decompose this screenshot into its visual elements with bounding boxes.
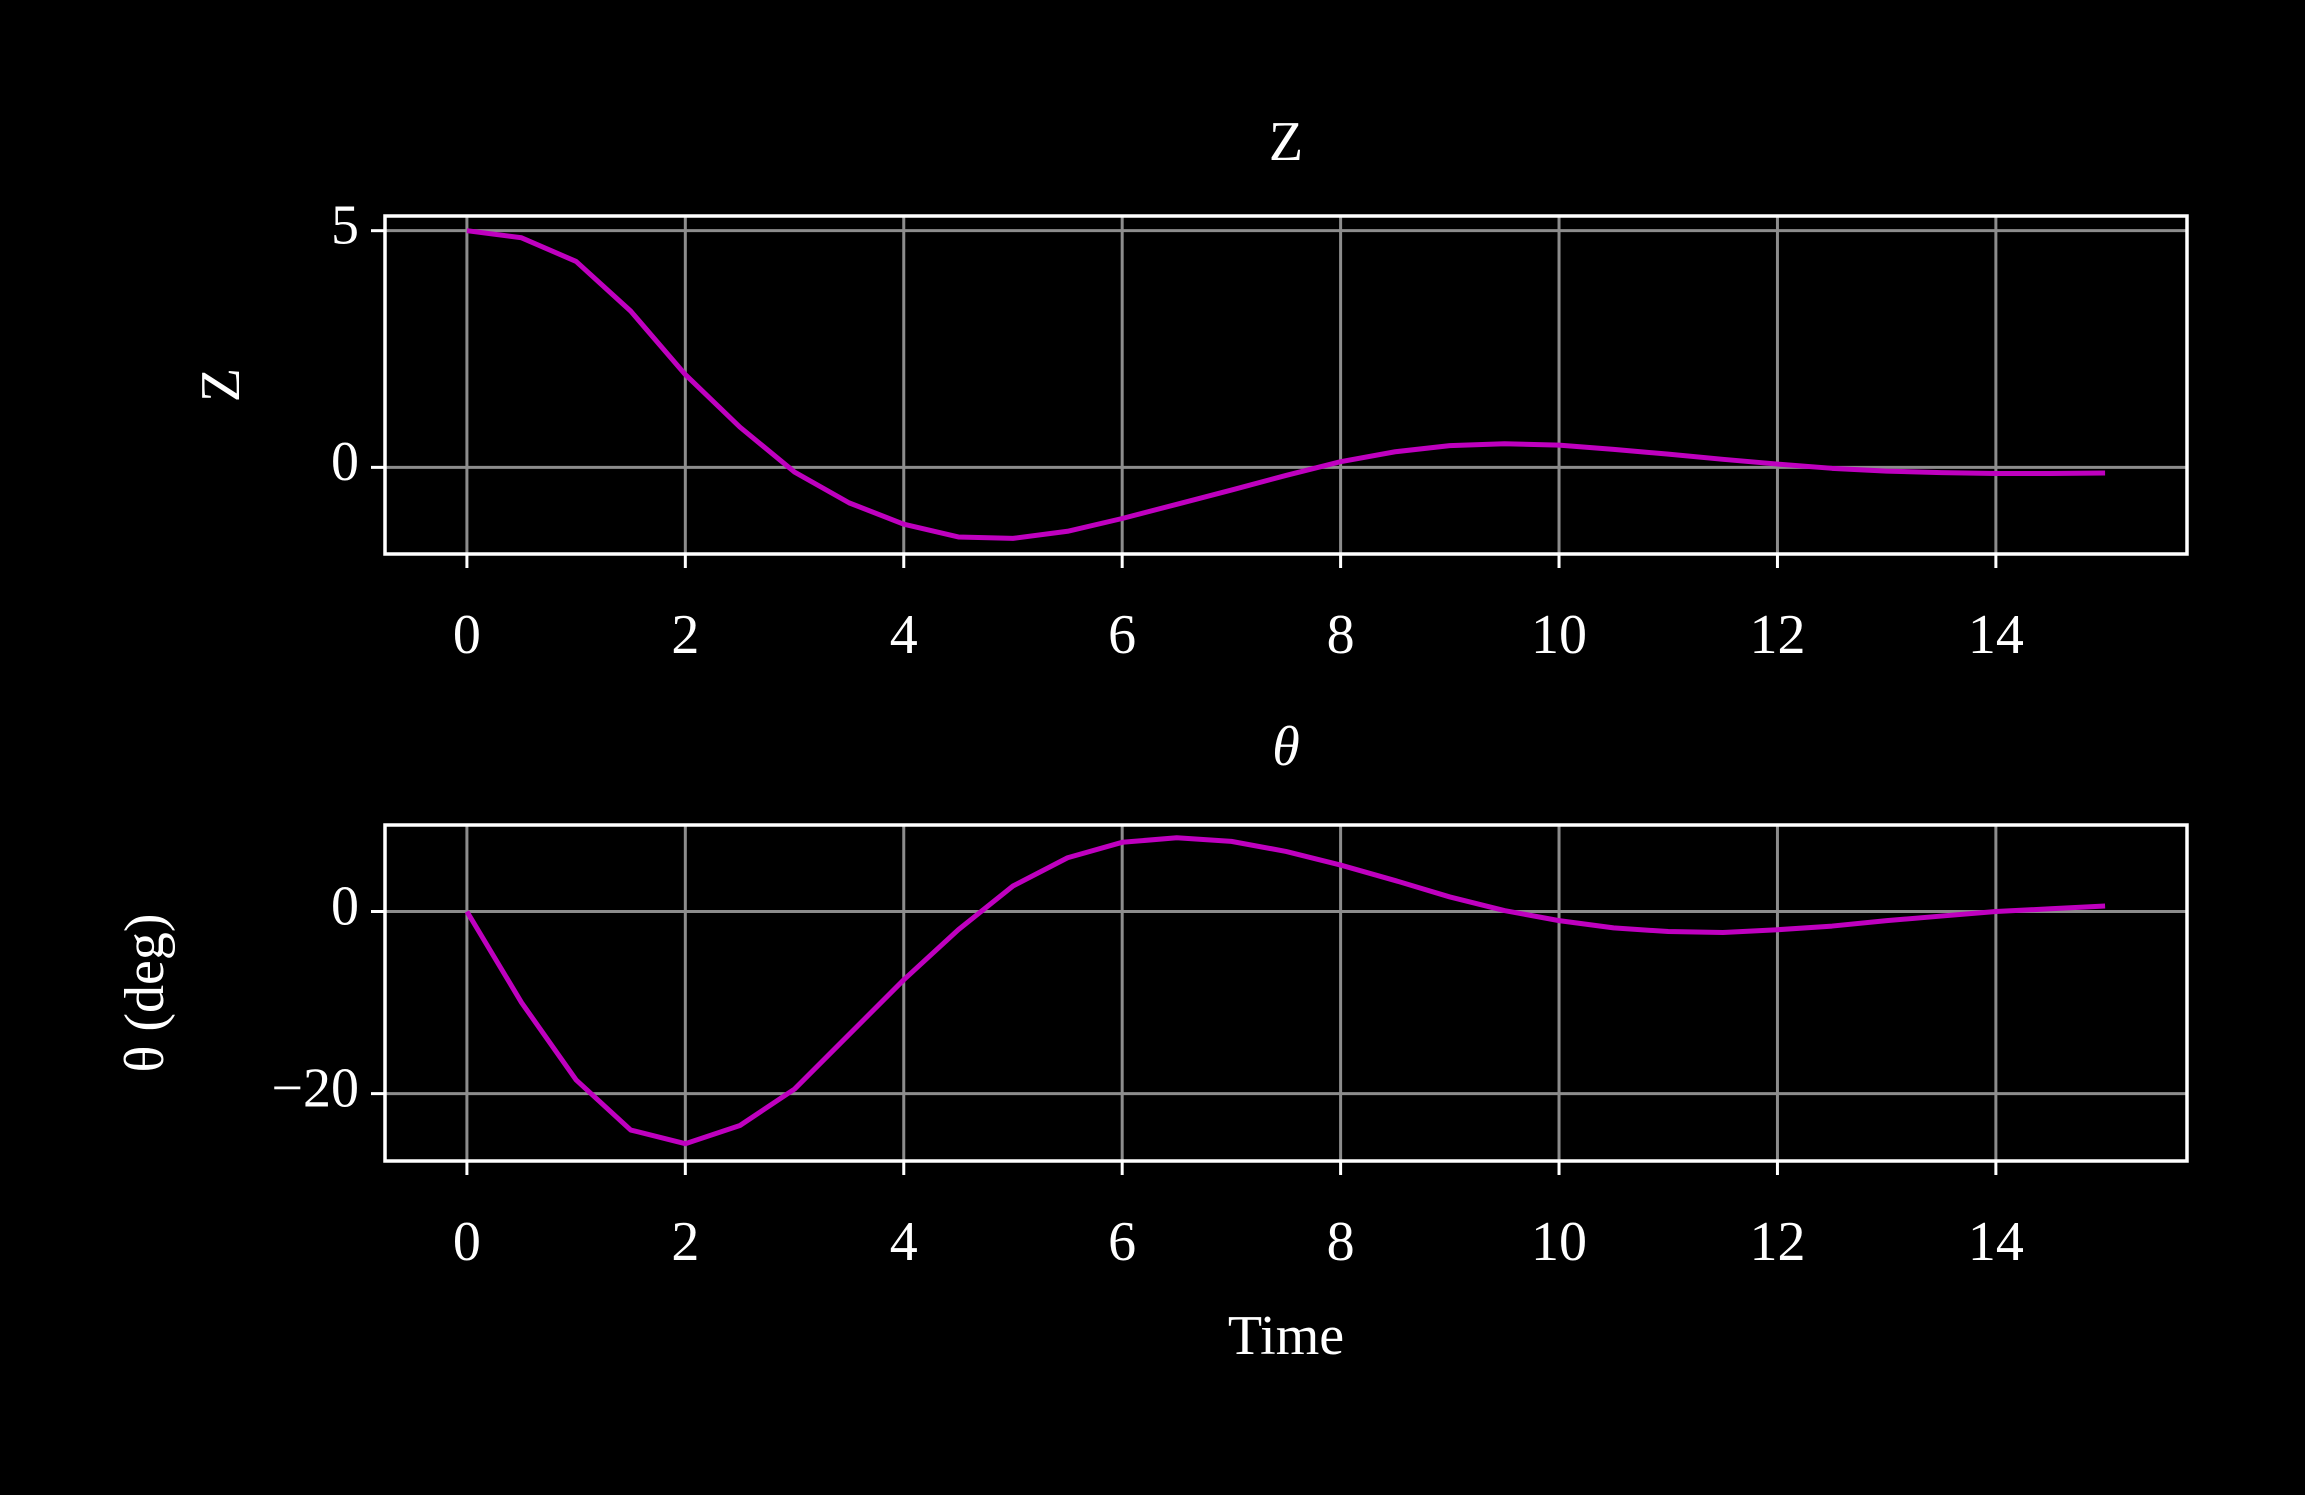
x-tick-label: 14 <box>1968 604 2024 666</box>
x-tick-label: 2 <box>671 604 699 666</box>
axes-frame <box>383 823 2189 1163</box>
chart-title: Z <box>1269 111 1303 173</box>
y-tick-label: 5 <box>331 195 359 257</box>
y-tick-label: −20 <box>271 1057 359 1119</box>
x-tick-label: 0 <box>453 1211 481 1273</box>
axes-frame <box>383 214 2189 556</box>
x-tick-label: 8 <box>1327 604 1355 666</box>
x-tick-label: 12 <box>1749 1211 1805 1273</box>
data-line <box>464 835 2106 1147</box>
x-tick-label: 4 <box>890 1211 918 1273</box>
x-tick-label: 12 <box>1749 604 1805 666</box>
y-tick-label: 0 <box>331 431 359 493</box>
x-tick-label: 2 <box>671 1211 699 1273</box>
y-axis-label: Z <box>190 368 252 402</box>
x-tick-label: 14 <box>1968 1211 2024 1273</box>
data-line <box>466 228 2106 541</box>
chart-title: θ <box>1272 716 1300 778</box>
x-tick-label: 6 <box>1108 604 1136 666</box>
x-tick-label: 10 <box>1531 1211 1587 1273</box>
y-tick-label: 0 <box>331 875 359 937</box>
x-tick-label: 0 <box>453 604 481 666</box>
y-axis-label: θ (deg) <box>114 914 176 1073</box>
x-axis-label: Time <box>1228 1305 1344 1367</box>
x-tick-label: 8 <box>1327 1211 1355 1273</box>
x-tick-label: 4 <box>890 604 918 666</box>
x-tick-label: 10 <box>1531 604 1587 666</box>
x-tick-label: 6 <box>1108 1211 1136 1273</box>
